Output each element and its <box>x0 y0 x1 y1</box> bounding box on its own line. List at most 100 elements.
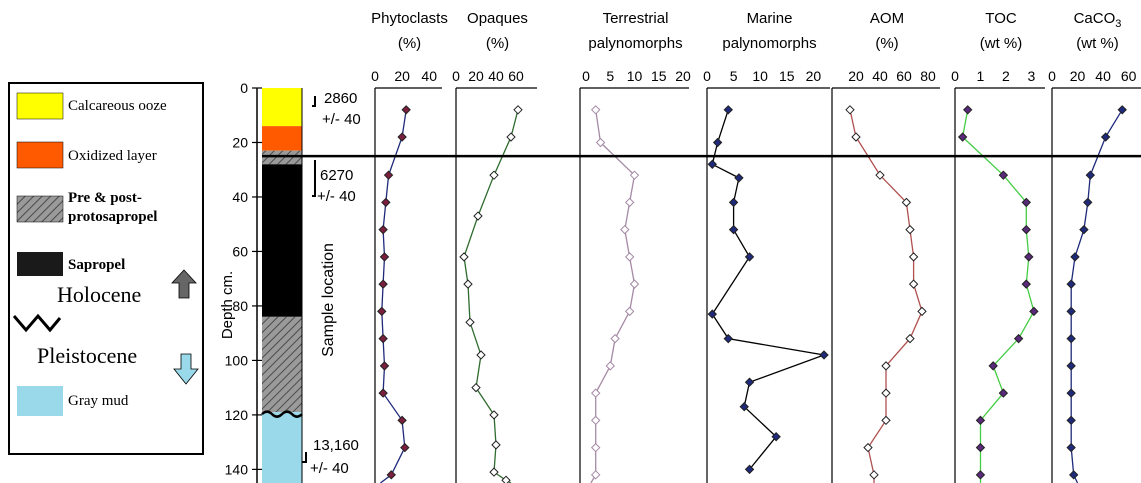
panel-subtitle: palynomorphs <box>588 35 682 52</box>
data-point <box>610 333 620 344</box>
x-tick-label: 20 <box>675 68 691 84</box>
x-tick-label: 5 <box>606 68 614 84</box>
panel-title: Terrestrial <box>603 10 669 27</box>
age-1-bracket <box>312 96 316 107</box>
data-point <box>1066 279 1076 289</box>
data-point <box>869 470 879 480</box>
data-point <box>712 137 723 148</box>
data-point <box>1070 252 1080 262</box>
data-point <box>1066 442 1076 453</box>
legend-label-calcareous-ooze: Calcareous ooze <box>68 98 167 114</box>
panel-subtitle: (wt %) <box>980 35 1023 52</box>
data-point <box>476 350 486 360</box>
data-point <box>957 132 968 142</box>
age-1-value: 2860 <box>324 90 357 107</box>
x-tick-label: 3 <box>1027 68 1035 84</box>
legend-label-protosapropel-line1: Pre & post- <box>68 190 142 206</box>
chart-panel: 20 40 60 80 AOM (%) <box>831 10 940 483</box>
data-point <box>1069 470 1079 480</box>
data-point <box>397 415 407 426</box>
age-3-bracket <box>302 452 307 463</box>
panel-title: Opaques <box>467 10 528 27</box>
depth-tick-label: 40 <box>232 189 248 205</box>
legend-label-gray-mud: Gray mud <box>68 393 129 409</box>
x-tick-label: 2 <box>1002 68 1010 84</box>
data-point <box>1021 197 1031 208</box>
series-line <box>849 109 923 483</box>
data-point <box>707 309 718 319</box>
panel-subtitle: (%) <box>486 35 509 52</box>
data-point <box>1021 279 1031 289</box>
data-point <box>744 464 755 475</box>
data-point <box>881 415 891 426</box>
x-tick-label: 40 <box>488 68 504 84</box>
data-point <box>1013 333 1024 344</box>
data-point <box>739 402 749 412</box>
sample-location-label: Sample location <box>320 243 337 357</box>
data-point <box>744 252 755 262</box>
data-point <box>459 252 469 262</box>
x-tick-label: 60 <box>508 68 524 84</box>
data-point <box>728 197 739 208</box>
x-tick-label: 0 <box>452 68 460 84</box>
core-layer <box>262 164 302 317</box>
x-tick-label: 20 <box>848 68 864 84</box>
x-tick-label: 10 <box>752 68 768 84</box>
depth-tick-label: 60 <box>232 243 248 259</box>
data-point <box>863 442 873 453</box>
data-point <box>988 361 998 371</box>
legend-label-protosapropel-line2: protosapropel <box>68 209 157 225</box>
unconformity-line <box>261 410 303 418</box>
age-2-error: +/- 40 <box>317 188 356 205</box>
depth-tick-label: 80 <box>232 298 248 314</box>
data-point <box>845 105 855 115</box>
legend: Calcareous ooze Oxidized layer Pre & pos… <box>8 82 204 455</box>
data-point <box>1085 170 1096 180</box>
core-layer <box>262 150 302 165</box>
data-point <box>908 279 919 289</box>
depth-tick-label: 20 <box>232 134 248 150</box>
panel-title: AOM <box>870 10 904 27</box>
panel-title: Marine <box>747 10 793 27</box>
chart-panel: 0 1 2 3 TOC (wt %) <box>951 10 1045 483</box>
x-tick-label: 60 <box>1121 68 1137 84</box>
x-tick-label: 20 <box>468 68 484 84</box>
legend-pleistocene: Pleistocene <box>37 343 137 368</box>
data-point <box>378 224 388 235</box>
data-point <box>819 350 829 360</box>
series-line <box>463 109 519 483</box>
panel-subtitle: (%) <box>398 35 421 52</box>
data-point <box>1024 252 1034 262</box>
depth-tick-label: 120 <box>225 407 249 423</box>
data-point <box>590 105 601 115</box>
data-point <box>590 415 601 426</box>
x-tick-label: 60 <box>896 68 912 84</box>
data-point <box>501 475 511 483</box>
down-arrow-icon <box>173 353 199 385</box>
data-point <box>905 333 915 344</box>
depth-tick-label: 0 <box>240 80 248 96</box>
x-tick-label: 0 <box>703 68 711 84</box>
data-point <box>998 170 1009 180</box>
data-point <box>513 105 523 115</box>
data-point <box>917 306 927 317</box>
x-tick-label: 40 <box>1095 68 1111 84</box>
data-point <box>378 333 388 344</box>
x-tick-label: 40 <box>872 68 888 84</box>
age-1-error: +/- 40 <box>322 111 361 128</box>
age-3-value: 13,160 <box>313 437 359 454</box>
core-column: Depth cm. Sample location 2860 +/- 40 62… <box>219 80 361 483</box>
age-2-bracket <box>312 160 316 197</box>
core-layer <box>262 126 302 151</box>
depth-axis-label: Depth cm. <box>219 271 236 339</box>
x-tick-label: 20 <box>394 68 410 84</box>
data-point <box>901 197 912 208</box>
data-point <box>590 470 601 480</box>
x-tick-label: 80 <box>920 68 936 84</box>
core-layer <box>262 88 302 127</box>
data-point <box>473 211 483 221</box>
chart-panel: 0 5 10 15 20 Marine palynomorphs <box>703 10 830 483</box>
data-point <box>629 279 640 289</box>
x-tick-label: 15 <box>779 68 795 84</box>
